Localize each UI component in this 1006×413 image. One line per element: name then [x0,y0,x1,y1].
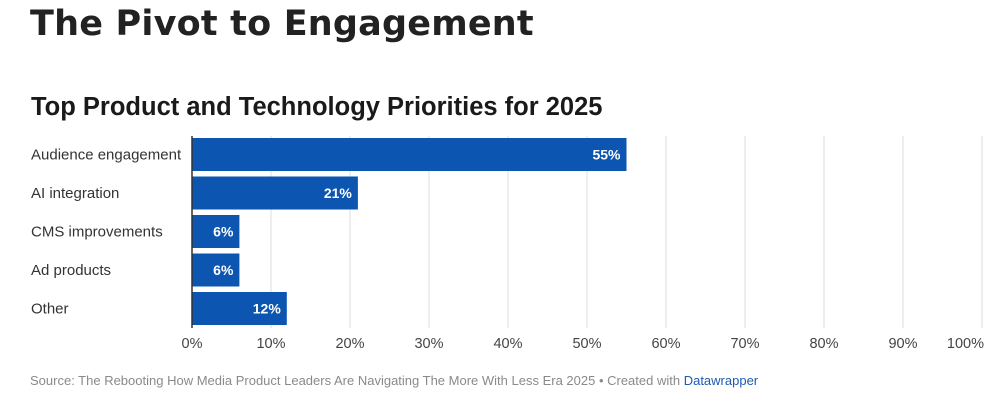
chart-title: Top Product and Technology Priorities fo… [31,93,603,121]
x-tick-label: 100% [947,336,984,352]
x-tick-label: 90% [888,336,917,352]
bar [192,215,240,248]
x-tick-label: 0% [182,336,203,352]
bar [192,292,287,325]
category-label: CMS improvements [31,224,163,241]
category-label: AI integration [31,185,119,202]
source-line: Source: The Rebooting How Media Product … [30,373,758,388]
category-label: Audience engagement [31,147,182,164]
bar-value-label: 21% [324,185,353,201]
tick-labels: 0% 10% 20% 30% 40% 50% 60% 70% 80% 90% 100% [182,336,985,352]
bar-value-label: 6% [213,224,234,240]
x-tick-label: 20% [335,336,364,352]
source-text: Source: The Rebooting How Media Product … [30,373,684,388]
value-labels: 55% 21% 6% 6% 12% [213,147,621,317]
page-title: The Pivot to Engagement [30,4,534,44]
x-tick-label: 60% [651,336,680,352]
bar [192,253,240,287]
x-tick-label: 80% [809,336,838,352]
category-label: Ad products [31,262,111,279]
category-label: Other [31,301,69,318]
bars [192,138,627,325]
bar-value-label: 6% [213,262,234,278]
x-tick-label: 30% [414,336,443,352]
datawrapper-link[interactable]: Datawrapper [683,373,759,388]
category-labels: Audience engagement AI integration CMS imp… [31,147,182,318]
x-tick-label: 40% [493,336,522,352]
bar-value-label: 55% [592,147,621,163]
x-tick-label: 70% [730,336,759,352]
x-tick-label: 50% [572,336,601,352]
bar-value-label: 12% [253,301,282,317]
x-tick-label: 10% [256,336,285,352]
bar [192,138,627,171]
bar [192,176,358,210]
